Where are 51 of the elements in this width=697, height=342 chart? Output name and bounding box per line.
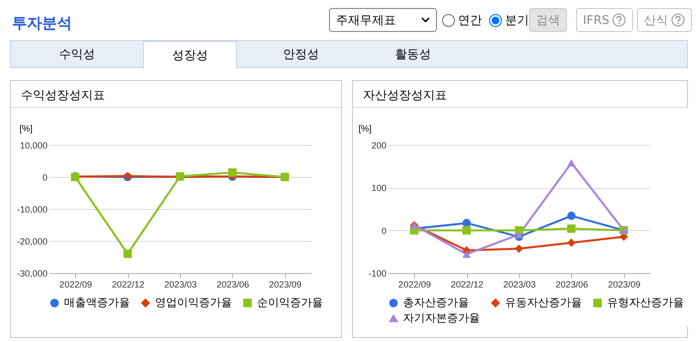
text: IFRS (576, 8, 634, 32)
y-tick-label: -30,000 (16, 268, 48, 278)
x-tick-label: 2022/09 (59, 280, 92, 290)
x-tick-label: 2022/09 (398, 280, 431, 290)
y-axis-title: [%] (20, 124, 33, 134)
text: 안정성 (282, 46, 320, 63)
x-tick-label: 2023/06 (556, 280, 588, 290)
text: 투자분석 (12, 14, 72, 33)
y-tick-label: -100 (368, 268, 386, 278)
text: 산식 (637, 8, 692, 32)
point (228, 168, 237, 177)
text: 주재무제표 (336, 12, 396, 28)
legend-label: 자기자본증가율 (403, 312, 480, 324)
x-tick-label: 2023/03 (164, 280, 197, 290)
point (462, 250, 471, 258)
x-tick-label: 2023/09 (269, 280, 302, 290)
x-tick-label: 2022/12 (112, 280, 144, 290)
point (123, 250, 132, 258)
legend-label: 총자산증가율 (403, 296, 469, 309)
chart-title: 자산성장성지표 (353, 81, 687, 108)
legend-label: 순이익증가율 (257, 296, 323, 309)
y-tick-label: 100 (371, 183, 386, 194)
text: 분기 (504, 12, 529, 28)
point (567, 212, 576, 220)
y-tick-label: 10,000 (20, 140, 48, 150)
text: 검색 (529, 8, 567, 32)
point (567, 224, 576, 233)
point (567, 238, 576, 247)
x-tick-label: 2022/12 (450, 280, 484, 290)
point (462, 226, 471, 235)
point (514, 230, 524, 238)
point (567, 159, 576, 167)
legend-label: 유형자산증가율 (607, 296, 684, 309)
x-tick-label: 2023/06 (216, 280, 250, 290)
text: 수익성 (58, 46, 96, 63)
y-axis-title: [%] (358, 124, 372, 134)
y-tick-label: -20,000 (16, 236, 48, 246)
legend-label: 매출액증가율 (64, 296, 130, 309)
chart-title: 수익성장성지표 (11, 81, 341, 108)
y-tick-label: 200 (371, 140, 386, 150)
legend-label: 유동자산증가율 (505, 296, 582, 309)
text: 성장성 (143, 41, 237, 69)
point (514, 244, 524, 253)
text: 활동성 (394, 46, 432, 63)
legend-label: 영업이익증가율 (155, 296, 232, 309)
y-tick-label: 0 (42, 172, 48, 182)
y-tick-label: -10,000 (16, 204, 48, 214)
y-tick-label: 0 (381, 226, 386, 236)
x-tick-label: 2023/03 (503, 280, 536, 290)
x-tick-label: 2023/09 (608, 280, 641, 290)
text: 연간 (457, 12, 482, 28)
